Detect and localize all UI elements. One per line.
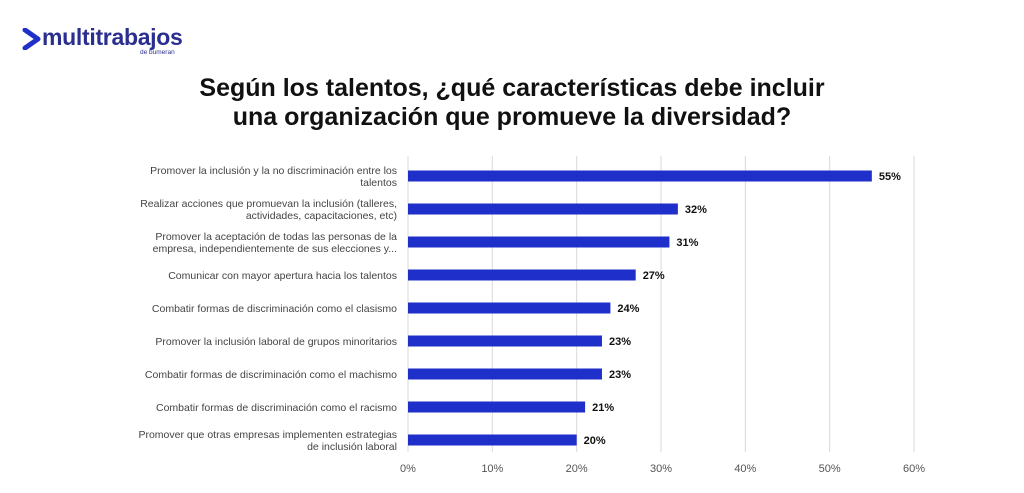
bar <box>408 170 872 182</box>
value-label: 32% <box>685 204 707 216</box>
value-label: 55% <box>879 171 901 183</box>
category-label: Promover la inclusión laboral de grupos … <box>155 336 397 348</box>
bar <box>408 269 636 281</box>
x-tick-label: 20% <box>566 463 588 475</box>
logo: multitrabajos de bumeran <box>22 24 212 60</box>
category-label: Combatir formas de discriminación como e… <box>156 402 397 414</box>
category-label: Promover la aceptación de todas las pers… <box>153 231 398 255</box>
value-label: 27% <box>643 270 665 282</box>
bar-chart: 0% 10% 20% 30% 40% 50% 60% Promover la inclusió… <box>138 156 925 475</box>
x-tick-label: 50% <box>819 463 841 475</box>
chart-title-line-2: una organización que promueve la diversi… <box>232 103 792 131</box>
bar <box>408 368 602 380</box>
category-label: Promover la inclusión y la no discrimina… <box>150 165 397 189</box>
x-tick-label: 10% <box>481 463 503 475</box>
bar <box>408 335 602 347</box>
bar <box>408 434 577 446</box>
category-label: Comunicar con mayor apertura hacia los t… <box>168 270 397 282</box>
category-label: Promover que otras empresas implementen … <box>138 429 397 453</box>
chevron-right-icon <box>22 28 41 50</box>
value-label: 31% <box>676 237 698 249</box>
x-tick-label: 60% <box>903 463 925 475</box>
value-label: 23% <box>609 369 631 381</box>
chart-title: Según los talentos, ¿qué características… <box>0 74 1024 132</box>
bar <box>408 401 586 413</box>
value-label: 24% <box>617 303 639 315</box>
value-label: 20% <box>584 435 606 447</box>
bar <box>408 203 678 215</box>
logo-brand-name: multitrabajos <box>42 24 183 50</box>
bar <box>408 236 670 248</box>
value-label: 21% <box>592 402 614 414</box>
bar <box>408 302 611 314</box>
logo-subtitle: de bumeran <box>140 49 175 56</box>
category-label: Realizar acciones que promuevan la inclu… <box>140 198 397 222</box>
value-label: 23% <box>609 336 631 348</box>
x-tick-label: 40% <box>734 463 756 475</box>
x-tick-label: 30% <box>650 463 672 475</box>
category-label: Combatir formas de discriminación como e… <box>152 303 397 315</box>
x-tick-label: 0% <box>400 463 416 475</box>
chart-title-line-1: Según los talentos, ¿qué características… <box>199 74 825 102</box>
category-label: Combatir formas de discriminación como e… <box>145 369 397 381</box>
